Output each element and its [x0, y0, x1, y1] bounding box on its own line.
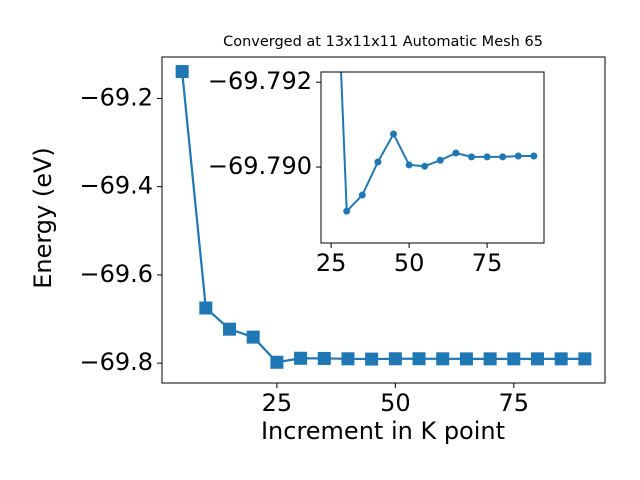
- plot-area: [175, 65, 592, 369]
- x-tick-label: 50: [394, 249, 425, 277]
- marker: [421, 162, 429, 170]
- marker: [365, 352, 379, 366]
- marker: [514, 152, 522, 160]
- y-tick-label: −69.4: [79, 172, 153, 200]
- marker: [578, 352, 592, 366]
- marker: [246, 330, 260, 344]
- y-tick-label: −69.8: [79, 348, 153, 376]
- marker: [405, 161, 413, 169]
- x-tick-label: 25: [316, 249, 347, 277]
- marker: [483, 153, 491, 161]
- marker: [467, 153, 475, 161]
- x-tick-label: 25: [262, 389, 293, 417]
- marker: [388, 352, 402, 366]
- marker: [554, 352, 568, 366]
- marker: [199, 301, 213, 315]
- marker: [317, 351, 331, 365]
- y-tick-label: −69.792: [208, 67, 312, 95]
- x-tick-label: 75: [499, 389, 530, 417]
- marker: [436, 156, 444, 164]
- marker: [343, 207, 351, 215]
- inset-axes: 25 50 75 −69.792 −69.790: [208, 67, 545, 277]
- marker: [175, 65, 189, 79]
- marker: [270, 355, 284, 369]
- y-tick-label: −69.2: [79, 83, 153, 111]
- axes-frame: [320, 71, 545, 244]
- axes-frame: [161, 56, 606, 384]
- marker: [530, 352, 544, 366]
- marker: [358, 191, 366, 199]
- marker: [374, 158, 382, 166]
- plot-area: [340, 72, 538, 215]
- marker: [483, 352, 497, 366]
- marker: [507, 352, 521, 366]
- marker: [294, 351, 308, 365]
- plot-background: [321, 72, 544, 243]
- y-axis-label: Energy (eV): [29, 147, 57, 289]
- marker: [459, 352, 473, 366]
- marker: [452, 149, 460, 157]
- marker: [530, 152, 538, 160]
- x-axis-label: Increment in K point: [261, 417, 505, 445]
- chart-title: Converged at 13x11x11 Automatic Mesh 65: [223, 34, 543, 50]
- marker: [341, 352, 355, 366]
- x-tick-label: 75: [472, 249, 503, 277]
- marker: [223, 322, 237, 336]
- x-tick-label: 50: [380, 389, 411, 417]
- marker: [390, 130, 398, 138]
- marker: [436, 352, 450, 366]
- y-tick-label: −69.790: [208, 152, 312, 180]
- marker: [412, 352, 426, 366]
- marker: [499, 153, 507, 161]
- y-tick-label: −69.6: [79, 260, 153, 288]
